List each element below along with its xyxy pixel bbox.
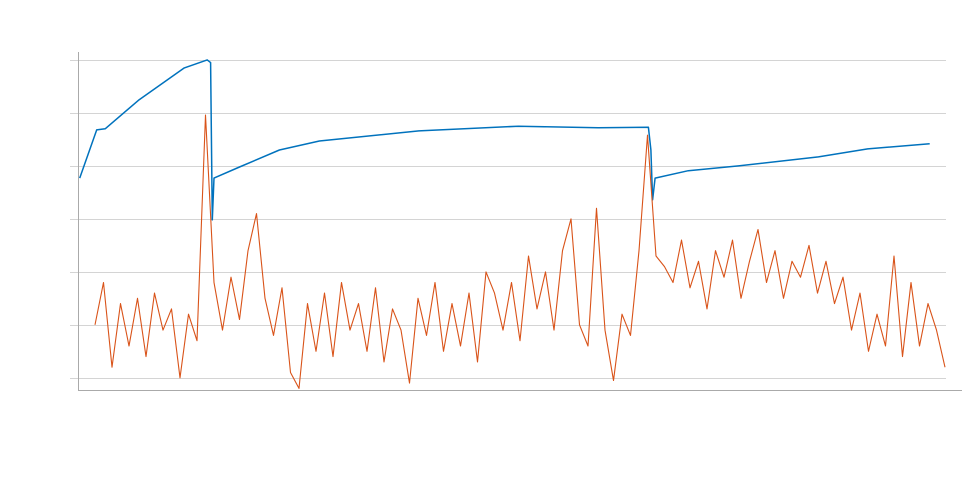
series-line-2 — [94, 114, 946, 389]
series-group — [78, 59, 946, 389]
gridlines — [70, 60, 946, 379]
series-line-1 — [78, 59, 930, 221]
